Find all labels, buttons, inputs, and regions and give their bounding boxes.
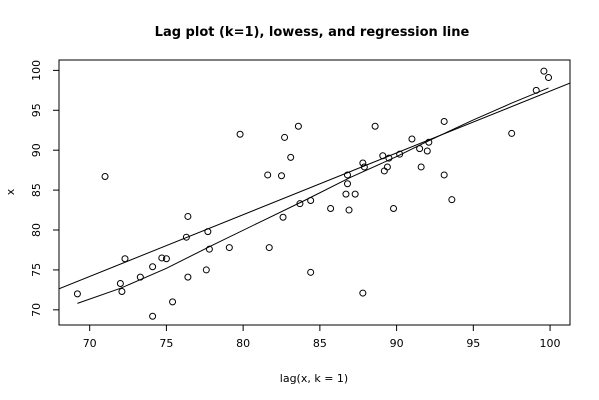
- y-axis-label: x: [4, 188, 17, 195]
- data-point: [136, 273, 144, 281]
- chart-title: Lag plot (k=1), lowess, and regression l…: [155, 25, 470, 40]
- data-point: [425, 138, 433, 146]
- data-point: [345, 206, 353, 214]
- x-axis-label: lag(x, k = 1): [280, 372, 348, 385]
- data-point: [296, 200, 304, 208]
- y-tick-label: 100: [30, 60, 43, 81]
- x-tick-label: 75: [159, 337, 173, 350]
- y-tick-label: 85: [30, 183, 43, 197]
- data-point: [440, 117, 448, 125]
- data-point: [281, 133, 289, 141]
- y-axis: 70 75 80 85 90 95 100: [30, 60, 60, 317]
- data-point: [508, 129, 516, 137]
- data-point: [343, 171, 351, 179]
- data-point: [408, 135, 416, 143]
- data-point: [379, 152, 387, 160]
- data-point: [351, 190, 359, 198]
- data-point: [380, 167, 388, 175]
- data-points: [73, 67, 553, 320]
- data-point: [532, 86, 540, 94]
- data-point: [169, 298, 177, 306]
- data-point: [416, 145, 424, 153]
- y-tick-label: 95: [30, 103, 43, 117]
- data-point: [118, 287, 126, 295]
- data-point: [390, 204, 398, 212]
- data-point: [101, 173, 109, 181]
- data-point: [307, 196, 315, 204]
- y-tick-label: 75: [30, 263, 43, 277]
- plot-frame: [58, 59, 571, 326]
- data-point: [236, 130, 244, 138]
- data-point: [116, 279, 124, 287]
- data-point: [423, 147, 431, 155]
- data-point: [204, 228, 212, 236]
- data-point: [287, 153, 295, 161]
- data-point: [149, 263, 157, 271]
- data-point: [417, 163, 425, 171]
- y-tick-label: 90: [30, 143, 43, 157]
- data-point: [294, 122, 302, 130]
- data-point: [540, 67, 548, 75]
- data-point: [121, 255, 129, 263]
- data-point: [327, 204, 335, 212]
- x-tick-label: 90: [390, 337, 404, 350]
- x-tick-label: 100: [540, 337, 561, 350]
- data-point: [383, 163, 391, 171]
- x-tick-label: 70: [83, 337, 97, 350]
- x-tick-label: 85: [313, 337, 327, 350]
- data-point: [385, 154, 393, 162]
- data-point: [360, 163, 368, 171]
- fit-lines: [59, 82, 570, 304]
- x-tick-label: 80: [236, 337, 250, 350]
- y-tick-label: 70: [30, 303, 43, 317]
- data-point: [440, 171, 448, 179]
- data-point: [73, 290, 81, 298]
- data-point: [265, 244, 273, 252]
- data-point: [264, 171, 272, 179]
- y-tick-label: 80: [30, 223, 43, 237]
- data-point: [396, 150, 404, 158]
- regression-line: [59, 82, 570, 290]
- data-point: [158, 254, 166, 262]
- data-point: [545, 74, 553, 82]
- data-point: [343, 180, 351, 188]
- data-point: [182, 233, 190, 241]
- lowess-line: [77, 87, 549, 304]
- data-point: [202, 266, 210, 274]
- data-point: [162, 255, 170, 263]
- data-point: [184, 212, 192, 220]
- data-point: [184, 273, 192, 281]
- data-point: [225, 244, 233, 252]
- data-point: [359, 159, 367, 167]
- data-point: [279, 213, 287, 221]
- plot-area: 70 75 80 85 90 95 100 70 75 80 85 90 95 100: [30, 59, 571, 350]
- data-point: [205, 245, 213, 253]
- data-point: [448, 196, 456, 204]
- data-point: [307, 268, 315, 276]
- data-point: [359, 289, 367, 297]
- data-point: [149, 312, 157, 320]
- data-point: [278, 172, 286, 180]
- data-point: [342, 190, 350, 198]
- x-tick-label: 95: [466, 337, 480, 350]
- data-point: [371, 122, 379, 130]
- x-axis: 70 75 80 85 90 95 100: [83, 324, 561, 350]
